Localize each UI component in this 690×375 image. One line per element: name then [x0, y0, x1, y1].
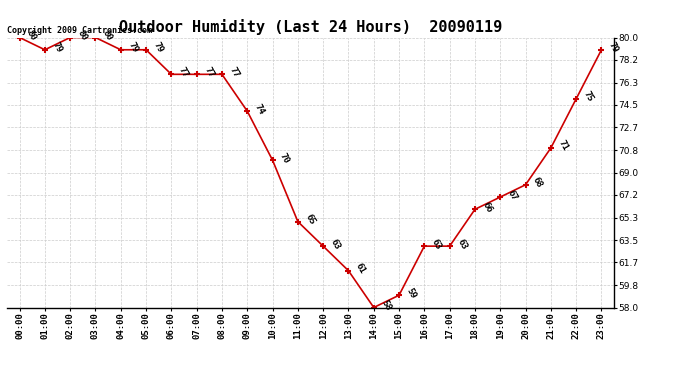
Text: 77: 77	[228, 65, 241, 79]
Text: 63: 63	[430, 237, 443, 251]
Text: 58: 58	[380, 298, 393, 312]
Text: 80: 80	[76, 28, 89, 42]
Text: Copyright 2009 Cartronics.com: Copyright 2009 Cartronics.com	[7, 26, 152, 35]
Text: 75: 75	[582, 90, 595, 104]
Text: 63: 63	[328, 237, 342, 251]
Text: 65: 65	[304, 213, 317, 226]
Text: 71: 71	[556, 139, 569, 153]
Text: 74: 74	[253, 102, 266, 116]
Text: 80: 80	[101, 28, 114, 42]
Text: 79: 79	[50, 41, 63, 54]
Text: 67: 67	[506, 188, 519, 202]
Text: 77: 77	[202, 65, 215, 79]
Text: 63: 63	[455, 237, 469, 251]
Text: 70: 70	[278, 151, 291, 165]
Text: 80: 80	[25, 28, 38, 42]
Text: 79: 79	[152, 41, 165, 54]
Title: Outdoor Humidity (Last 24 Hours)  20090119: Outdoor Humidity (Last 24 Hours) 2009011…	[119, 19, 502, 35]
Text: 77: 77	[177, 65, 190, 79]
Text: 61: 61	[354, 262, 367, 276]
Text: 79: 79	[607, 41, 620, 54]
Text: 79: 79	[126, 41, 139, 54]
Text: 59: 59	[404, 286, 417, 300]
Text: 66: 66	[480, 200, 493, 214]
Text: 68: 68	[531, 176, 544, 189]
